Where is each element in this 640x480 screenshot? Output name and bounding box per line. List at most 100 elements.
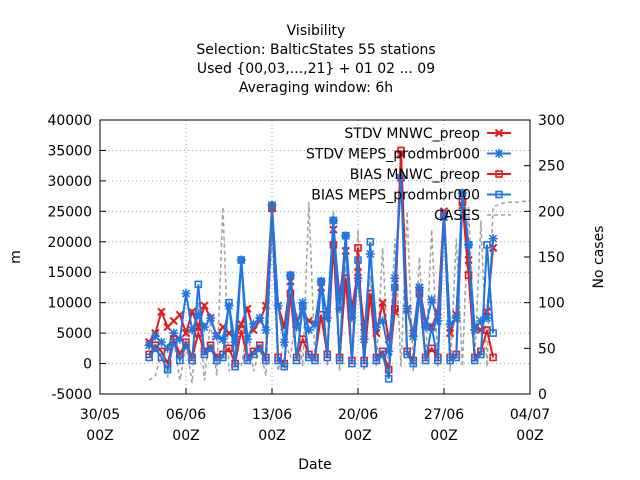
y2-tick-label: 50 xyxy=(538,341,556,357)
x-tick-label-date: 27/06 xyxy=(424,407,464,423)
data-point xyxy=(206,313,216,323)
data-point xyxy=(274,356,282,365)
x-tick-label-hour: 00Z xyxy=(86,428,113,444)
data-point xyxy=(206,344,215,353)
data-point xyxy=(476,316,486,326)
data-point xyxy=(421,356,430,365)
x-tick-label-date: 30/05 xyxy=(80,407,120,423)
data-point xyxy=(458,189,467,197)
data-point xyxy=(489,329,497,337)
y-tick-label: 5000 xyxy=(56,326,92,342)
data-point xyxy=(354,244,362,252)
data-point xyxy=(150,331,160,341)
data-point xyxy=(391,283,399,292)
data-point xyxy=(397,146,405,155)
legend-marker xyxy=(495,170,503,178)
data-point xyxy=(249,319,259,329)
chart-subtitle-3: Averaging window: 6h xyxy=(239,80,393,96)
data-point xyxy=(286,289,295,298)
x-axis-ticks: 30/05 00Z 06/06 00Z 13/06 00Z 20/06 00Z 27/06 00Z… xyxy=(80,388,550,444)
x-tick-label-hour: 00Z xyxy=(516,428,543,444)
x-tick-label-hour: 00Z xyxy=(172,428,199,444)
x-tick-label-hour: 00Z xyxy=(258,428,285,444)
data-point xyxy=(304,325,314,335)
data-point xyxy=(255,344,264,353)
y2-tick-label: 100 xyxy=(538,296,565,312)
y-axis-ticks: -5000 0 5000 10000 15000 20000 25000 30000 35000… xyxy=(47,113,106,403)
data-point xyxy=(348,359,356,368)
y-tick-label: 20000 xyxy=(47,235,92,251)
data-point xyxy=(440,210,448,219)
y2-tick-label: 200 xyxy=(538,204,565,220)
series-3 xyxy=(145,174,497,383)
data-point xyxy=(403,350,411,359)
legend: STDV MNWC_preop STDV MEPS_prodmbr000 BIAS … xyxy=(306,126,511,224)
data-point xyxy=(409,359,418,368)
y-axis-label: m xyxy=(8,250,24,264)
data-point xyxy=(451,313,461,323)
legend-marker xyxy=(494,128,504,138)
data-point xyxy=(156,337,166,347)
y2-tick-label: 0 xyxy=(538,387,547,403)
data-point xyxy=(169,316,178,326)
data-point xyxy=(408,331,418,341)
chart-subtitle-1: Selection: BalticStates 55 stations xyxy=(196,42,435,58)
data-point xyxy=(378,350,387,359)
data-point xyxy=(371,322,381,332)
x-tick-label-hour: 00Z xyxy=(430,428,457,444)
data-point xyxy=(310,319,320,329)
data-point xyxy=(353,273,363,283)
data-point xyxy=(194,280,203,289)
data-point xyxy=(384,346,394,356)
data-point xyxy=(372,356,381,365)
series-line xyxy=(148,177,495,380)
data-point xyxy=(268,201,276,210)
x-tick-label-date: 04/07 xyxy=(510,407,550,423)
data-point xyxy=(452,353,461,362)
data-point xyxy=(470,356,479,365)
data-point xyxy=(427,323,436,331)
data-point xyxy=(193,310,203,320)
data-point xyxy=(231,362,239,371)
data-point xyxy=(477,350,485,359)
data-point xyxy=(354,256,362,264)
data-point xyxy=(261,325,271,335)
x-tick-label-date: 13/06 xyxy=(252,407,292,423)
data-point xyxy=(384,374,393,383)
y2-tick-label: 150 xyxy=(538,250,565,266)
data-point xyxy=(366,237,375,246)
data-point xyxy=(176,356,184,365)
data-point xyxy=(175,334,185,344)
data-point xyxy=(200,301,209,310)
data-point xyxy=(445,328,455,338)
legend-marker xyxy=(494,149,504,158)
data-point xyxy=(427,295,437,305)
data-point xyxy=(273,301,283,311)
y2-axis-ticks: 0 50 100 150 200 250 300 xyxy=(524,113,565,403)
data-point xyxy=(378,298,387,307)
data-point xyxy=(187,325,197,335)
data-point xyxy=(237,326,246,334)
data-point xyxy=(157,353,166,362)
chart-subtitle-2: Used {00,03,...,21} + 01 02 ... 09 xyxy=(197,61,435,77)
y-tick-label: 25000 xyxy=(47,204,92,220)
y-tick-label: 0 xyxy=(83,357,92,373)
data-point xyxy=(391,304,399,313)
data-point xyxy=(169,328,179,338)
data-point xyxy=(181,289,191,299)
legend-label: STDV MEPS_prodmbr000 xyxy=(306,147,480,163)
y-tick-label: -5000 xyxy=(51,387,92,403)
legend-label: STDV MNWC_preop xyxy=(344,126,480,142)
data-point xyxy=(280,362,289,371)
data-point xyxy=(488,234,498,244)
data-point xyxy=(489,353,497,362)
legend-marker xyxy=(495,190,503,199)
y2-tick-label: 250 xyxy=(538,159,565,175)
data-point xyxy=(470,325,480,335)
data-point xyxy=(323,353,332,362)
cases-layer xyxy=(148,199,531,384)
y-tick-label: 30000 xyxy=(47,174,92,190)
y-tick-label: 35000 xyxy=(47,143,92,159)
chart-title: Visibility xyxy=(287,23,346,39)
data-point xyxy=(255,313,265,323)
